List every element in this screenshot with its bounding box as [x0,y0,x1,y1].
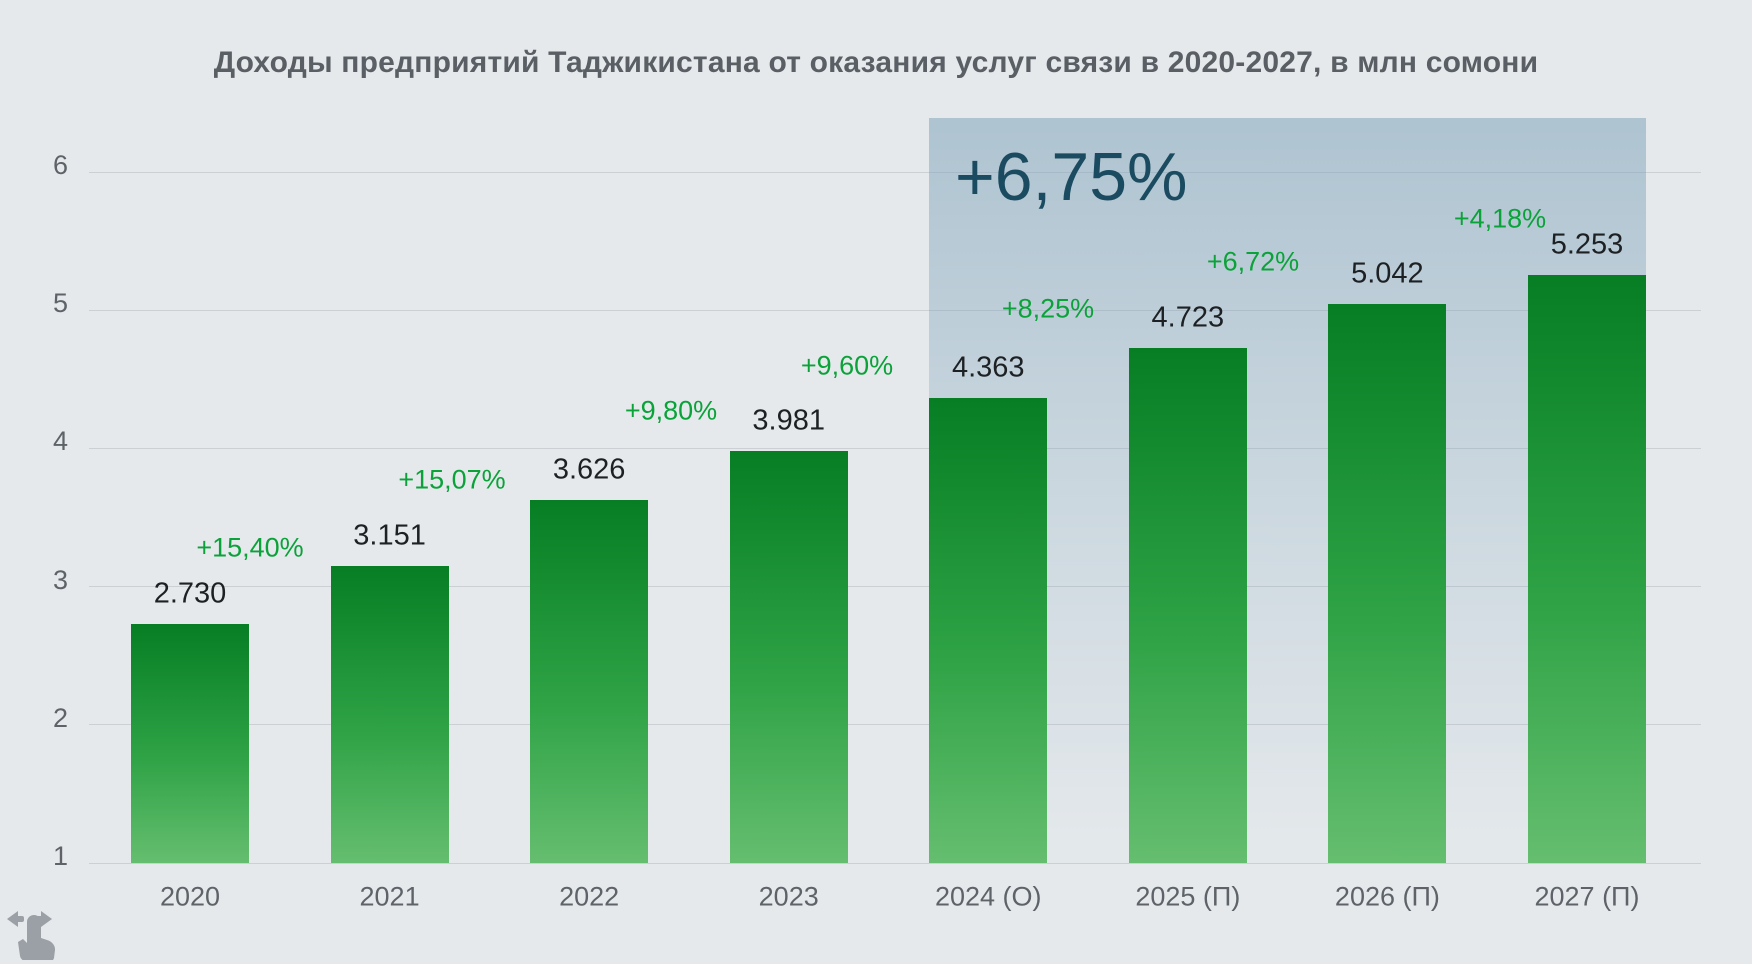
bar-2024 (О)[interactable] [929,398,1048,863]
bar-2022[interactable] [530,500,649,863]
growth-label-2022: +15,07% [398,464,506,495]
x-axis-tick-2027 (П): 2027 (П) [1534,881,1640,912]
y-axis-tick-5: 5 [52,288,68,319]
value-label-2024 (О): 4.363 [951,351,1025,384]
growth-label-2026 (П): +6,72% [1206,246,1300,277]
x-axis-tick-2021: 2021 [359,881,420,912]
gridline-6 [89,171,1701,173]
growth-label-2024 (О): +9,60% [800,350,894,381]
x-axis-tick-2025 (П): 2025 (П) [1135,881,1241,912]
bar-2023[interactable] [729,451,848,863]
y-axis-tick-1: 1 [52,841,68,871]
x-axis-tick-2024 (О): 2024 (О) [934,881,1042,912]
bar-2027 (П)[interactable] [1527,275,1646,863]
gridline-2 [89,724,1701,726]
gridline-4 [89,447,1701,449]
x-axis-tick-2022: 2022 [559,881,620,912]
growth-label-2021: +15,40% [196,532,304,563]
gridline-5 [89,309,1701,311]
bar-2026 (П)[interactable] [1328,304,1447,863]
forecast-region [929,118,1646,863]
growth-label-2027 (П): +4,18% [1453,203,1547,234]
swipe-hint-icon [7,911,56,960]
y-axis-tick-2: 2 [52,702,68,733]
value-label-2020: 2.730 [153,577,227,610]
value-label-2027 (П): 5.253 [1550,228,1624,261]
y-axis-tick-3: 3 [52,564,68,595]
bar-2020[interactable] [131,623,249,863]
value-label-2023: 3.981 [752,404,825,437]
x-axis-tick-2020: 2020 [159,881,221,912]
bar-2025 (П)[interactable] [1128,348,1247,863]
chart-title: Доходы предприятий Таджикистана от оказа… [213,46,1539,79]
forecast-cagr-label: +6,75% [955,139,1188,215]
growth-label-2023: +9,80% [624,395,718,426]
y-axis-tick-4: 4 [52,426,68,457]
growth-label-2025 (П): +8,25% [1001,293,1095,324]
x-axis-tick-2026 (П): 2026 (П) [1334,881,1440,912]
gridline-1 [89,862,1701,864]
value-label-2022: 3.626 [552,453,626,486]
bar-2021[interactable] [330,565,449,863]
value-label-2026 (П): 5.042 [1351,257,1424,290]
gridline-3 [89,586,1701,588]
x-axis-tick-2023: 2023 [758,881,819,912]
value-label-2025 (П): 4.723 [1151,301,1225,334]
value-label-2021: 3.151 [353,519,426,552]
y-axis-tick-6: 6 [52,150,68,180]
